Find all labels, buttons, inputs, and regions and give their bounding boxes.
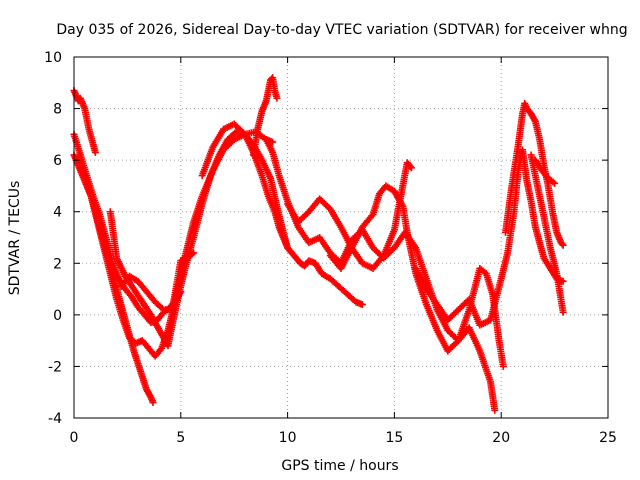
y-tick-label: 8 — [53, 102, 62, 118]
data-point — [190, 249, 198, 257]
data-point — [158, 304, 166, 312]
data-point — [273, 94, 281, 102]
y-tick-label: -2 — [48, 359, 62, 375]
y-tick-label: 6 — [53, 153, 62, 169]
x-tick-label: 15 — [385, 430, 403, 446]
series-track-f — [117, 249, 198, 314]
data-point — [559, 308, 567, 316]
chart-title: Day 035 of 2026, Sidereal Day-to-day VTE… — [56, 22, 627, 38]
y-axis-label: SDTVAR / TECUs — [7, 181, 23, 296]
series-track-h — [249, 74, 281, 159]
axis-ticks: 0 5 10 15 20 25 -4 -2 0 2 4 6 8 10 — [44, 50, 617, 446]
data-series — [70, 74, 567, 414]
series-track-c — [70, 130, 185, 327]
data-point — [407, 164, 415, 172]
x-tick-label: 10 — [279, 430, 297, 446]
x-tick-label: 5 — [176, 430, 185, 446]
series-track-i — [262, 136, 499, 414]
series-track-l — [412, 146, 567, 329]
data-point — [491, 406, 499, 414]
data-point — [551, 179, 559, 187]
data-point — [149, 399, 157, 407]
data-point — [91, 148, 99, 156]
data-point — [559, 241, 567, 249]
x-axis-label: GPS time / hours — [281, 458, 398, 474]
x-tick-label: 20 — [492, 430, 510, 446]
y-tick-label: 0 — [53, 308, 62, 324]
y-tick-label: 10 — [44, 50, 62, 66]
series-track-g — [198, 120, 366, 309]
data-point — [558, 240, 566, 248]
data-point — [559, 277, 567, 285]
series-track-o — [531, 156, 559, 187]
y-tick-label: -4 — [48, 411, 62, 427]
series-track-m — [501, 99, 567, 249]
x-tick-label: 25 — [599, 430, 617, 446]
data-point — [453, 338, 461, 346]
series-track-j — [284, 159, 415, 272]
grid-lines — [74, 57, 608, 418]
y-tick-label: 4 — [53, 205, 62, 221]
data-point — [406, 163, 414, 171]
y-tick-label: 2 — [53, 256, 62, 272]
series-track-e — [106, 128, 292, 350]
plot-frame — [73, 56, 609, 419]
series-track-n — [527, 151, 567, 316]
series-track-b — [70, 87, 99, 156]
x-tick-label: 0 — [70, 430, 79, 446]
data-point — [499, 362, 507, 370]
series-track-k — [326, 182, 507, 370]
data-point — [358, 301, 366, 309]
